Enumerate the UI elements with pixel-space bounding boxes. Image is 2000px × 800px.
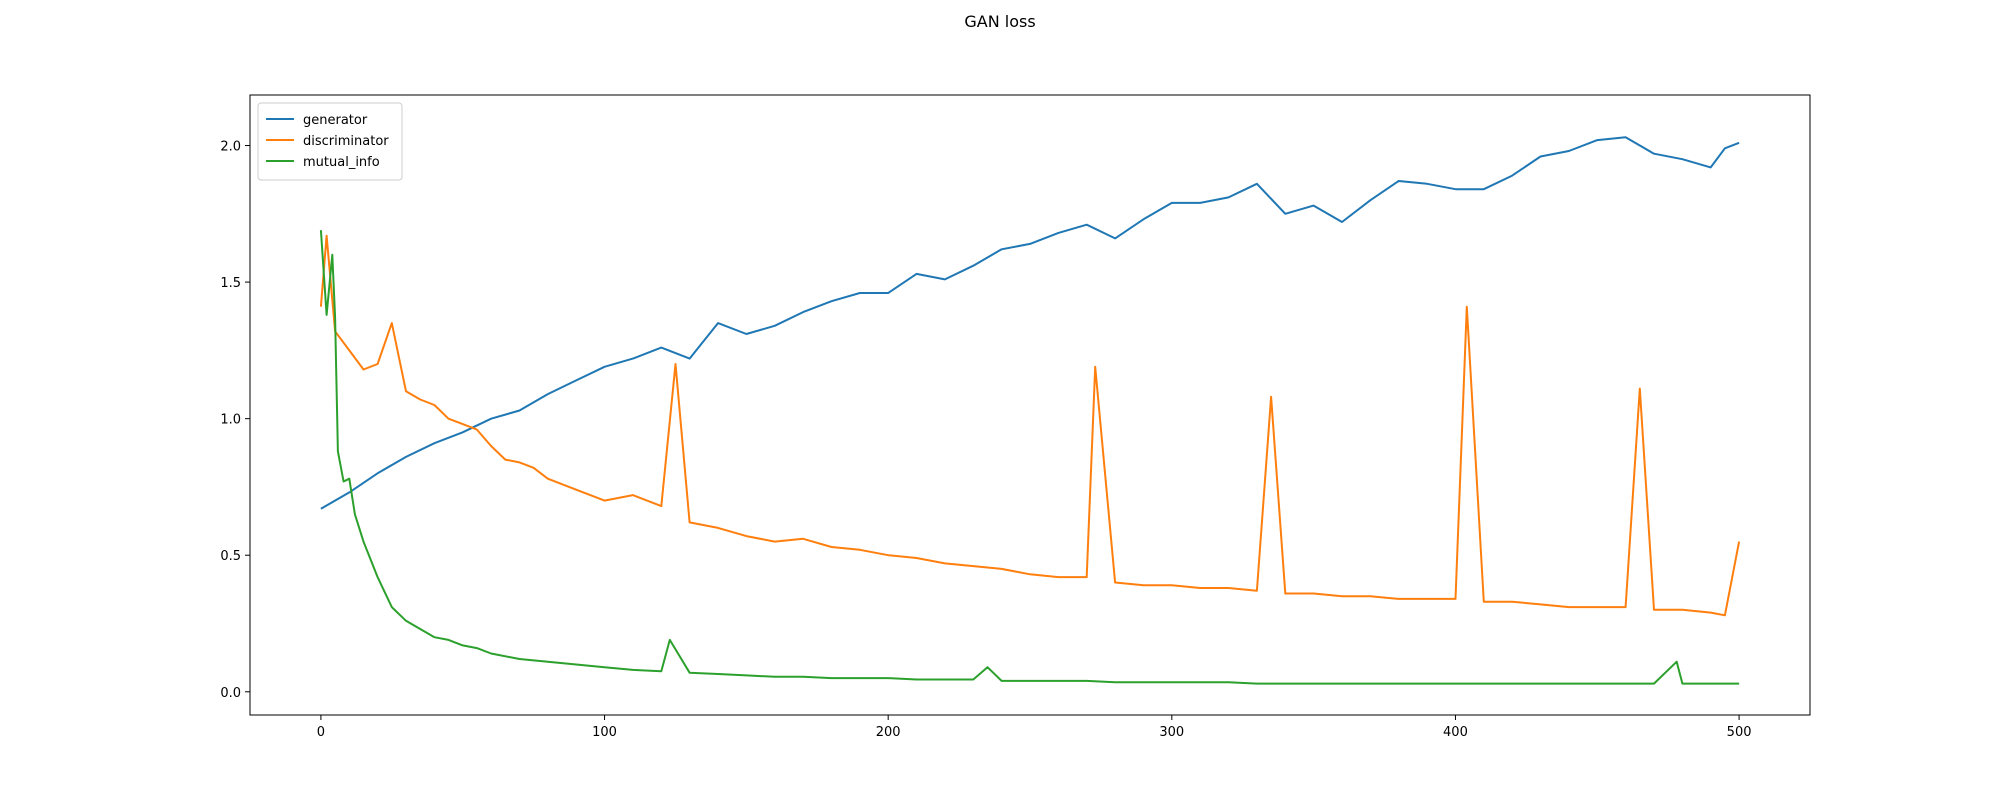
- x-tick-label: 200: [876, 725, 901, 740]
- axes-frame: [249, 94, 1811, 716]
- legend-label-mutual_info: mutual_info: [303, 155, 380, 170]
- x-tick-label: 100: [592, 725, 617, 740]
- y-tick-label: 2.0: [220, 140, 241, 155]
- series-line-mutual_info: [319, 230, 1740, 685]
- x-tick-label: 300: [1159, 725, 1184, 740]
- legend-label-discriminator: discriminator: [303, 134, 389, 149]
- chart-title: GAN loss: [964, 12, 1036, 31]
- x-tick-label: 500: [1727, 725, 1752, 740]
- x-tick-label: 400: [1443, 725, 1468, 740]
- series-line-discriminator: [319, 234, 1741, 617]
- y-tick-label: 1.0: [220, 413, 241, 428]
- y-tick-label: 1.5: [220, 276, 241, 291]
- legend-label-generator: generator: [303, 113, 368, 128]
- y-tick-label: 0.0: [220, 686, 241, 701]
- x-tick-label: 0: [317, 725, 325, 740]
- y-tick-label: 0.5: [220, 549, 241, 564]
- series-line-generator: [320, 136, 1740, 510]
